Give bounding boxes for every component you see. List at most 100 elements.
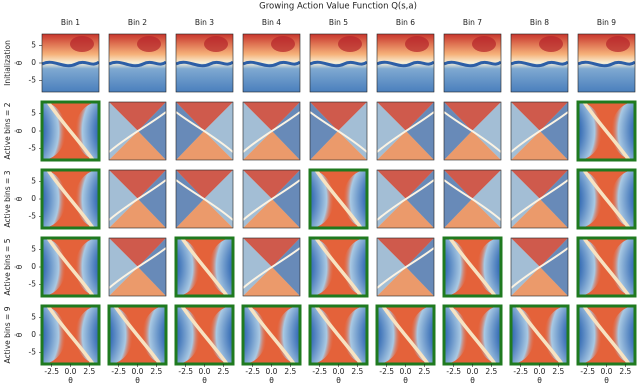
x-axis-label: θ: [403, 376, 408, 383]
x-tick-label: 0.0: [132, 367, 144, 376]
heatmap: [176, 34, 233, 92]
y-tick-label: -5: [29, 279, 37, 288]
heatmap: [310, 34, 367, 92]
y-axis-label: θ̇: [15, 332, 24, 337]
column-label: Bin 2: [128, 18, 147, 27]
x-tick-label: 0.0: [266, 367, 278, 376]
y-tick-label: -5: [29, 75, 37, 84]
active-bin-border: [442, 236, 503, 298]
heatmap: [310, 238, 367, 296]
heatmap: [511, 34, 568, 92]
row-label: Active bins = 2: [3, 102, 12, 159]
x-tick-label: -2.5: [111, 367, 126, 376]
panel-border: [309, 33, 368, 93]
heatmap: [176, 170, 233, 228]
x-tick-label: 2.5: [284, 367, 296, 376]
y-tick-label: 0: [31, 194, 36, 203]
row-label: Active bins = 5: [3, 238, 12, 295]
heatmap: [176, 238, 233, 296]
row-label: Initialization: [3, 40, 12, 86]
heatmap: [377, 306, 434, 364]
y-tick-label: 0: [31, 126, 36, 135]
x-axis-label: θ: [537, 376, 542, 383]
panel-border: [175, 101, 234, 161]
heatmap: [243, 170, 300, 228]
heatmap: [511, 102, 568, 160]
row-label: Active bins = 3: [3, 170, 12, 227]
heatmap: [109, 306, 166, 364]
y-axis-label: θ̇: [15, 196, 24, 201]
heatmap: [377, 34, 434, 92]
heatmap: [109, 102, 166, 160]
active-bin-border: [40, 168, 101, 230]
y-tick-label: -5: [29, 143, 37, 152]
y-tick-label: 0: [31, 330, 36, 339]
column-label: Bin 9: [597, 18, 616, 27]
heatmap: [176, 102, 233, 160]
active-bin-border: [174, 236, 235, 298]
panel-border: [108, 101, 167, 161]
y-tick-label: 5: [31, 41, 36, 50]
panel-border: [242, 169, 301, 229]
heatmap: [444, 102, 501, 160]
x-tick-label: 0.0: [400, 367, 412, 376]
y-tick-label: 0: [31, 262, 36, 271]
y-tick-label: 5: [31, 109, 36, 118]
heatmap: [377, 102, 434, 160]
heatmap: [109, 238, 166, 296]
x-tick-label: 2.5: [418, 367, 430, 376]
heatmap: [444, 170, 501, 228]
panel-border: [376, 169, 435, 229]
heatmap: [109, 170, 166, 228]
heatmap: [42, 34, 99, 92]
heatmap: [444, 306, 501, 364]
panel-border: [242, 101, 301, 161]
heatmap: [377, 170, 434, 228]
heatmap: [511, 306, 568, 364]
panel-border: [242, 237, 301, 297]
heatmap: [109, 34, 166, 92]
heatmap: [243, 102, 300, 160]
panel-border: [510, 33, 569, 93]
figure-title: Growing Action Value Function Q(s,a): [259, 2, 417, 12]
x-tick-label: -2.5: [245, 367, 260, 376]
x-tick-label: -2.5: [44, 367, 59, 376]
x-tick-label: 0.0: [534, 367, 546, 376]
panel-border: [309, 101, 368, 161]
x-tick-label: -2.5: [178, 367, 193, 376]
active-bin-border: [40, 236, 101, 298]
heatmap: [176, 306, 233, 364]
active-bin-border: [308, 168, 369, 230]
active-bin-border: [576, 236, 637, 298]
x-tick-label: 2.5: [351, 367, 363, 376]
panel-border: [510, 169, 569, 229]
heatmap: [243, 306, 300, 364]
x-tick-label: 2.5: [619, 367, 631, 376]
x-tick-label: -2.5: [580, 367, 595, 376]
panel-border: [376, 101, 435, 161]
x-axis-label: θ: [202, 376, 207, 383]
heatmap: [578, 34, 635, 92]
x-tick-label: -2.5: [446, 367, 461, 376]
panel-border: [41, 33, 100, 93]
panel-border: [376, 237, 435, 297]
y-tick-label: 5: [31, 177, 36, 186]
panel-border: [108, 237, 167, 297]
column-label: Bin 4: [262, 18, 281, 27]
x-tick-label: -2.5: [379, 367, 394, 376]
heatmap: [444, 238, 501, 296]
y-tick-label: -5: [29, 211, 37, 220]
column-label: Bin 8: [530, 18, 549, 27]
x-axis-label: θ: [604, 376, 609, 383]
x-axis-label: θ: [135, 376, 140, 383]
heatmap: [511, 170, 568, 228]
x-tick-label: 2.5: [485, 367, 497, 376]
y-tick-label: 5: [31, 313, 36, 322]
x-axis-label: θ: [336, 376, 341, 383]
row-label: Active bins = 9: [3, 306, 12, 363]
y-axis-label: θ̇: [15, 264, 24, 269]
y-tick-label: 5: [31, 245, 36, 254]
x-tick-label: 2.5: [217, 367, 229, 376]
panel-border: [242, 33, 301, 93]
x-tick-label: -2.5: [312, 367, 327, 376]
